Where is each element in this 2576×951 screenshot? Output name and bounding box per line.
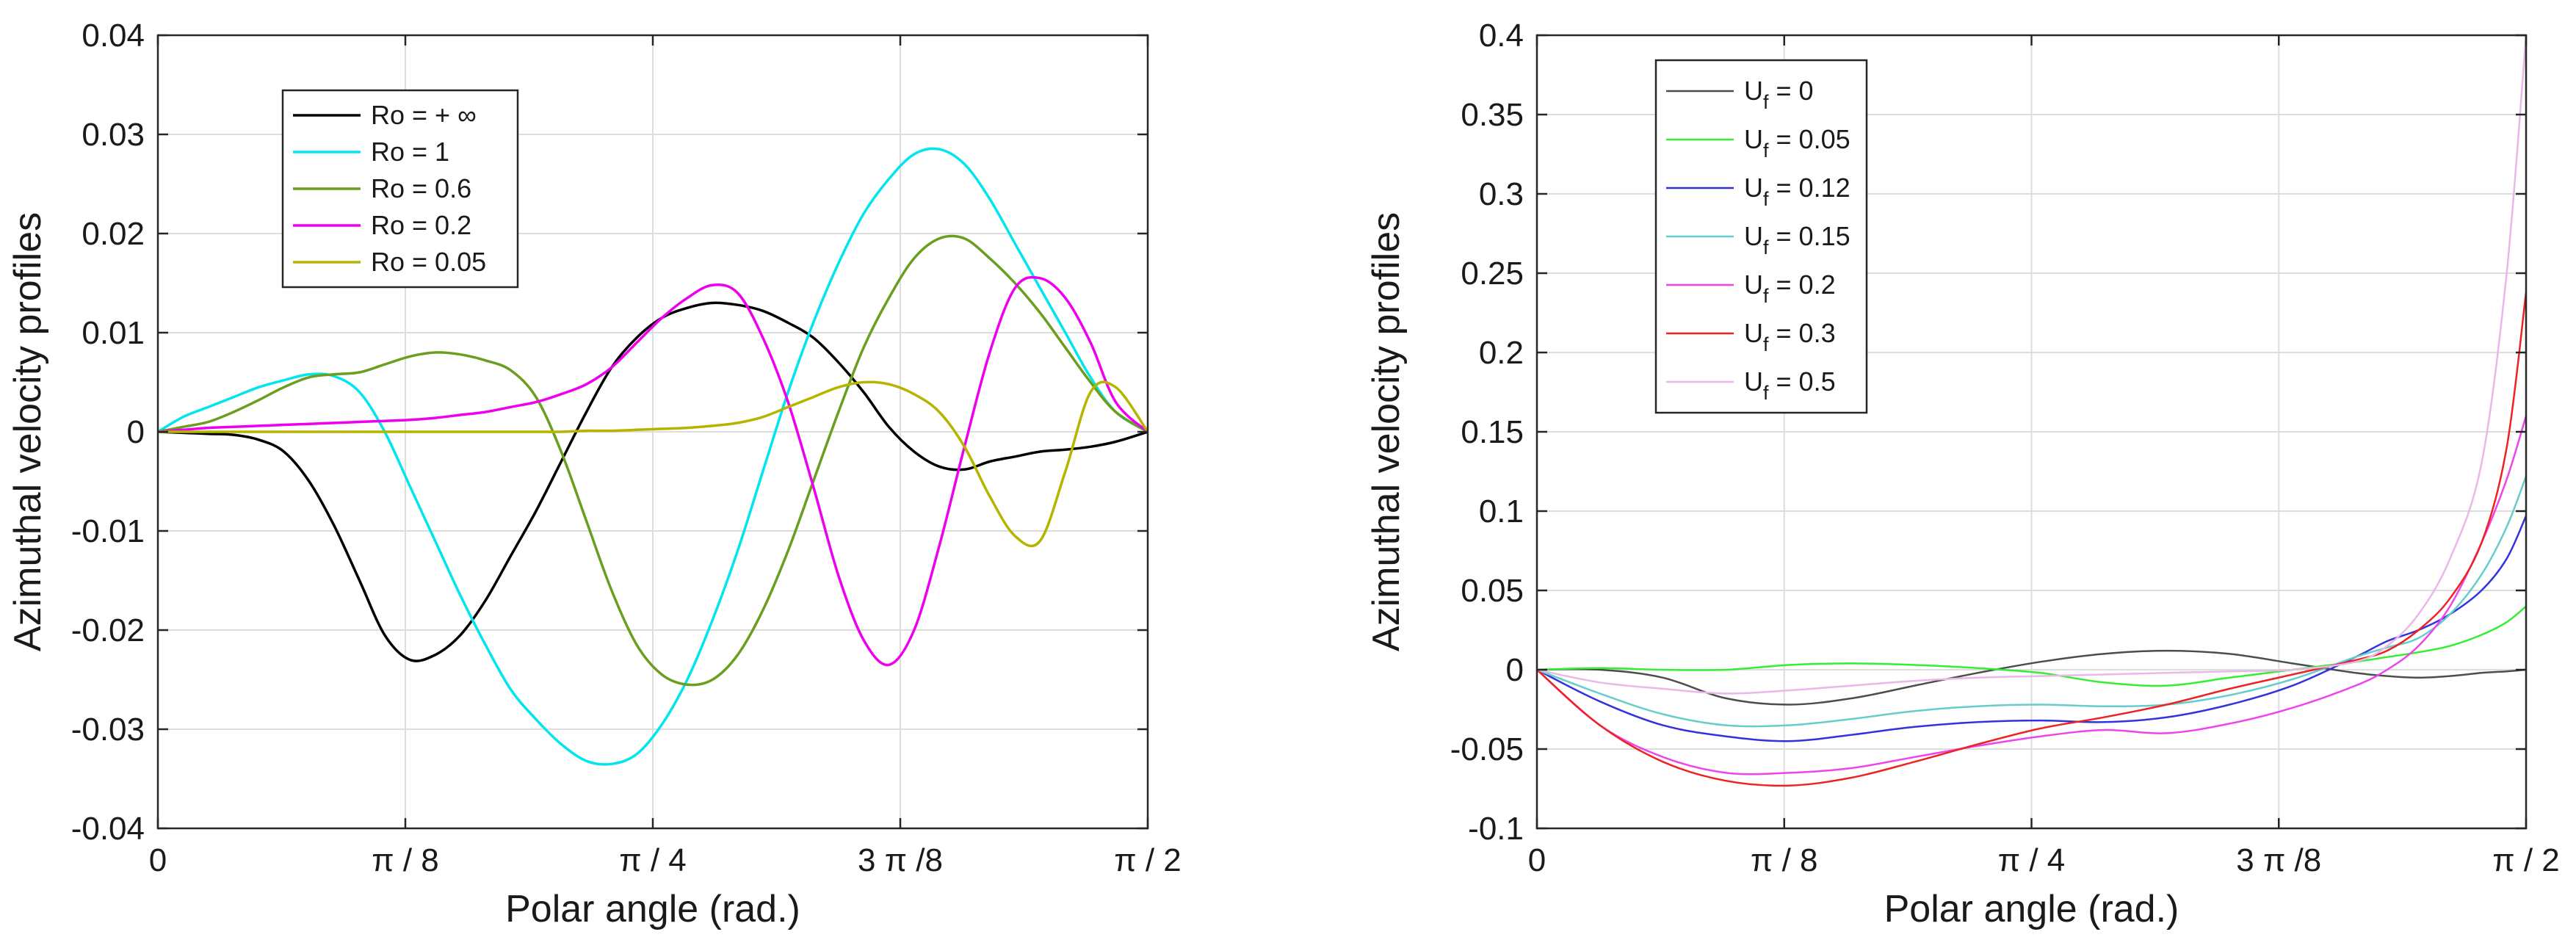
y-tick-label: 0.04 [82, 18, 145, 54]
y-axis-label: Azimuthal velocity profiles [7, 212, 49, 651]
x-tick-label: π / 2 [2492, 842, 2560, 878]
y-tick-label: -0.01 [71, 513, 145, 549]
x-axis-label: Polar angle (rad.) [505, 888, 800, 930]
y-tick-label: 0.1 [1479, 493, 1524, 529]
series-group [1537, 35, 2526, 787]
legend-entry: Uf = 0.3 [1744, 318, 1836, 355]
legend-entry: Ro = 0.6 [371, 173, 471, 203]
legend: Ro = + ∞ Ro = 1 Ro = 0.6 Ro = 0.2 Ro = 0.05 [281, 89, 519, 289]
y-tick-label: -0.03 [71, 712, 145, 748]
legend: Uf = 0 Uf = 0.05 Uf = 0.12 Uf = 0.15 Uf = 0.… [1654, 59, 1868, 414]
series-line-3 [1537, 475, 2526, 728]
legend-entry: Ro = + ∞ [371, 100, 477, 130]
y-tick-label: 0.05 [1461, 573, 1524, 609]
series-line-0 [1537, 649, 2526, 706]
y-tick-label: 0 [127, 414, 145, 450]
legend-entry: Uf = 0.05 [1744, 124, 1850, 162]
legend-entry: Ro = 0.05 [371, 247, 486, 277]
y-tick-label: 0.35 [1461, 97, 1524, 133]
series-line-5 [1537, 291, 2526, 787]
series-line-2 [1537, 515, 2526, 742]
legend-entry: Ro = 1 [371, 137, 449, 167]
y-tick-label: 0.02 [82, 216, 145, 252]
y-axis-label: Azimuthal velocity profiles [1365, 212, 1408, 651]
series-line-0 [158, 301, 1148, 662]
legend-entry: Uf = 0.12 [1744, 173, 1850, 210]
x-tick-label: 3 π /8 [2236, 842, 2321, 878]
series-line-1 [158, 147, 1148, 766]
y-tick-label: 0 [1506, 652, 1524, 688]
y-tick-label: 0.3 [1479, 176, 1524, 212]
y-tick-label: -0.05 [1450, 731, 1524, 767]
x-tick-label: π / 4 [619, 842, 687, 878]
x-tick-label: π / 8 [1751, 842, 1818, 878]
x-tick-label: 3 π /8 [858, 842, 943, 878]
right-chart-panel: 0 π / 8 π / 4 3 π /8 π / 2 -0.1 -0.05 0 0.05 0.1 0… [1365, 18, 2560, 930]
legend-entry: Uf = 0.2 [1744, 270, 1836, 307]
series-group [158, 147, 1148, 766]
y-tick-label: -0.04 [71, 811, 145, 847]
y-tick-label: -0.02 [71, 612, 145, 648]
series-line-4 [1537, 415, 2526, 775]
y-tick-label: -0.1 [1468, 811, 1524, 847]
legend-entry: Uf = 0.5 [1744, 366, 1836, 404]
x-axis-label: Polar angle (rad.) [1884, 888, 2179, 930]
legend-entry: Uf = 0 [1744, 76, 1814, 113]
legend-entry: Ro = 0.2 [371, 210, 471, 240]
series-line-2 [158, 234, 1148, 687]
left-chart-panel: 0 π / 8 π / 4 3 π /8 π / 2 -0.04 -0.03 -0.02 -0.… [7, 18, 1182, 930]
y-tick-label: 0.25 [1461, 256, 1524, 292]
series-line-1 [1537, 605, 2526, 687]
series-line-4 [158, 380, 1148, 548]
legend-entry: Uf = 0.15 [1744, 221, 1850, 258]
x-tick-label: π / 2 [1114, 842, 1182, 878]
y-tick-label: 0.03 [82, 117, 145, 153]
series-line-6 [1537, 35, 2526, 695]
y-tick-label: 0.4 [1479, 18, 1524, 54]
x-tick-label: π / 4 [1998, 842, 2066, 878]
series-line-3 [158, 275, 1148, 667]
y-tick-label: 0.15 [1461, 414, 1524, 450]
y-tick-label: 0.01 [82, 315, 145, 351]
y-tick-label: 0.2 [1479, 335, 1524, 371]
x-tick-label: 0 [1528, 842, 1546, 878]
x-tick-label: π / 8 [372, 842, 439, 878]
x-tick-label: 0 [149, 842, 167, 878]
